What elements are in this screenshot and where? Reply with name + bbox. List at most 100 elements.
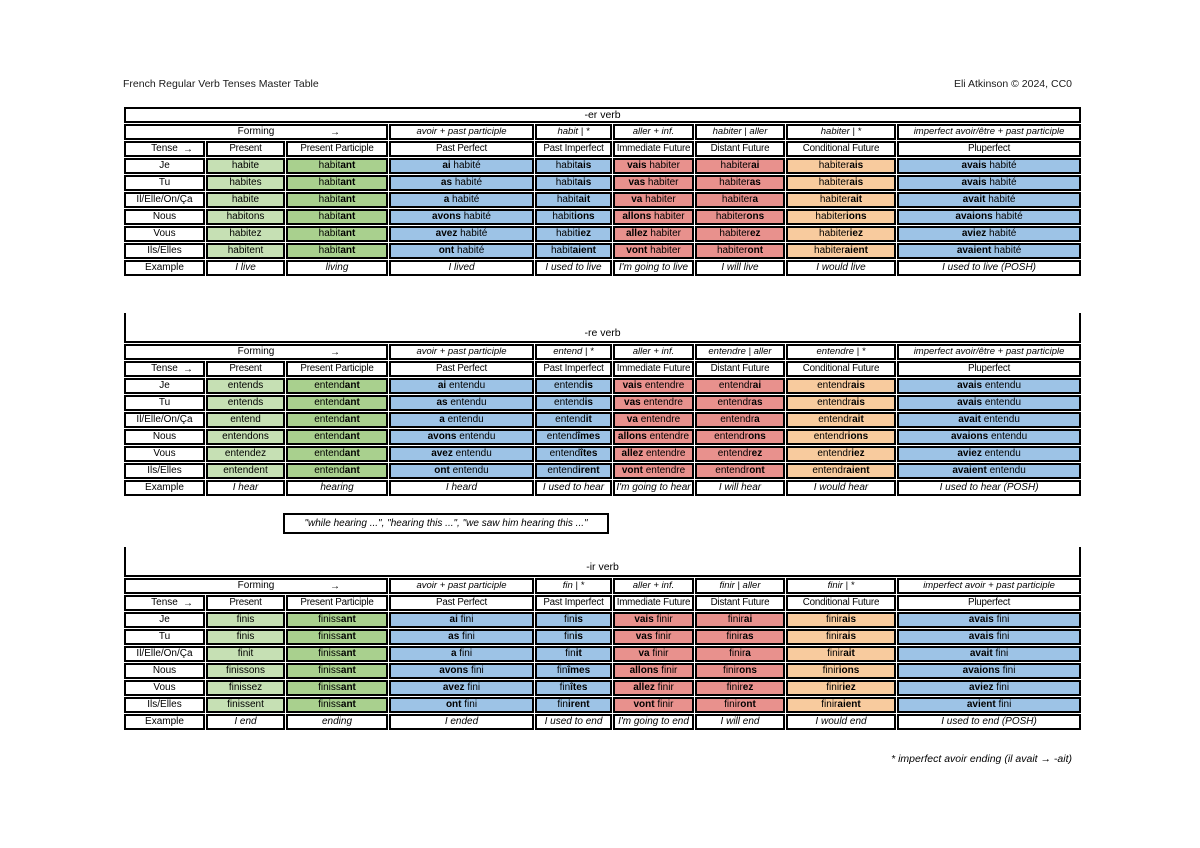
- example-cell: I would live: [786, 260, 896, 276]
- example-cell: I would hear: [786, 480, 896, 496]
- column-header: Present: [206, 361, 285, 377]
- example-cell: I lived: [389, 260, 534, 276]
- forming-formula: avoir + past participle: [389, 578, 534, 594]
- conjugation-cell: finis: [206, 612, 285, 628]
- column-header: Past Perfect: [389, 141, 534, 157]
- column-header: Past Imperfect: [535, 141, 612, 157]
- conjugation-cell: allez finir: [613, 680, 694, 696]
- conjugation-cell: ont entendu: [389, 463, 534, 479]
- conjugation-cell: avons habité: [389, 209, 534, 225]
- conjugation-cell: avaions fini: [897, 663, 1082, 679]
- table-title: -ir verb: [124, 547, 1082, 577]
- pronoun-label: Je: [124, 158, 205, 174]
- forming-label: Forming →: [124, 578, 388, 594]
- example-label: Example: [124, 714, 205, 730]
- conjugation-cell: finissant: [286, 680, 388, 696]
- conjugation-cell: entendant: [286, 378, 388, 394]
- column-header: Present Participle: [286, 361, 388, 377]
- column-header: Immediate Future: [613, 141, 694, 157]
- conjugation-cell: entendent: [206, 463, 285, 479]
- conjugation-cell: habitant: [286, 226, 388, 242]
- conjugation-cell: entendis: [535, 378, 612, 394]
- conjugation-cell: habiterez: [695, 226, 785, 242]
- conjugation-cell: finirais: [786, 612, 896, 628]
- example-cell: I heard: [389, 480, 534, 496]
- conjugation-cell: entendrai: [695, 378, 785, 394]
- conjugation-cell: finirent: [535, 697, 612, 713]
- table-title: -er verb: [124, 107, 1082, 123]
- conjugation-cell: finîmes: [535, 663, 612, 679]
- er-verb-table-container: -er verb Forming → avoir + past participle h…: [123, 106, 1082, 277]
- conjugation-row: Je entends entendant ai entendu entendis vais…: [124, 378, 1082, 394]
- forming-formula: entendre | aller: [695, 344, 785, 360]
- example-cell: I ended: [389, 714, 534, 730]
- conjugation-cell: habiterons: [695, 209, 785, 225]
- example-cell: I live: [206, 260, 285, 276]
- example-cell: I used to hear: [535, 480, 612, 496]
- pronoun-label: Ils/Elles: [124, 243, 205, 259]
- conjugation-cell: entendriez: [786, 446, 896, 462]
- conjugation-cell: allez habiter: [613, 226, 694, 242]
- conjugation-cell: habite: [206, 158, 285, 174]
- conjugation-cell: avais entendu: [897, 395, 1082, 411]
- conjugation-cell: aviez entendu: [897, 446, 1082, 462]
- forming-label: Forming →: [124, 124, 388, 140]
- conjugation-cell: avons fini: [389, 663, 534, 679]
- example-cell: I used to end: [535, 714, 612, 730]
- forming-formula: habiter | aller: [695, 124, 785, 140]
- conjugation-cell: habiteras: [695, 175, 785, 191]
- conjugation-cell: habiterions: [786, 209, 896, 225]
- conjugation-row: Vous entendez entendant avez entendu entendî…: [124, 446, 1082, 462]
- conjugation-cell: entendis: [535, 395, 612, 411]
- conjugation-cell: habitez: [206, 226, 285, 242]
- pronoun-label: Je: [124, 378, 205, 394]
- forming-formula: avoir + past participle: [389, 344, 534, 360]
- conjugation-cell: entendons: [206, 429, 285, 445]
- conjugation-cell: avait habité: [897, 192, 1082, 208]
- pronoun-label: Tu: [124, 629, 205, 645]
- conjugation-cell: entendîmes: [535, 429, 612, 445]
- column-header: Past Imperfect: [535, 361, 612, 377]
- conjugation-cell: a entendu: [389, 412, 534, 428]
- column-header: Distant Future: [695, 595, 785, 611]
- conjugation-cell: finiras: [695, 629, 785, 645]
- column-header: Conditional Future: [786, 361, 896, 377]
- conjugation-cell: habitant: [286, 175, 388, 191]
- conjugation-cell: habiterai: [695, 158, 785, 174]
- right-arrow-icon: →: [330, 581, 340, 592]
- column-header: Present Participle: [286, 595, 388, 611]
- conjugation-cell: entend: [206, 412, 285, 428]
- column-header: Conditional Future: [786, 595, 896, 611]
- conjugation-cell: finis: [206, 629, 285, 645]
- conjugation-cell: avaions entendu: [897, 429, 1082, 445]
- conjugation-cell: habiteraient: [786, 243, 896, 259]
- column-header: Pluperfect: [897, 361, 1082, 377]
- conjugation-cell: ai entendu: [389, 378, 534, 394]
- conjugation-row: Nous habitons habitant avons habité habition…: [124, 209, 1082, 225]
- tense-label: Tense →: [124, 141, 205, 157]
- conjugation-cell: entendîtes: [535, 446, 612, 462]
- example-cell: I end: [206, 714, 285, 730]
- conjugation-cell: entendit: [535, 412, 612, 428]
- conjugation-row: Nous entendons entendant avons entendu enten…: [124, 429, 1082, 445]
- pronoun-label: Je: [124, 612, 205, 628]
- document-page: French Regular Verb Tenses Master Table …: [123, 0, 1082, 765]
- conjugation-cell: entendant: [286, 463, 388, 479]
- column-header: Immediate Future: [613, 595, 694, 611]
- conjugation-cell: habitons: [206, 209, 285, 225]
- conjugation-cell: as entendu: [389, 395, 534, 411]
- conjugation-cell: avait fini: [897, 646, 1082, 662]
- conjugation-cell: habitait: [535, 192, 612, 208]
- pronoun-label: Ils/Elles: [124, 697, 205, 713]
- example-cell: I will hear: [695, 480, 785, 496]
- conjugation-cell: avez entendu: [389, 446, 534, 462]
- conjugation-cell: finirai: [695, 612, 785, 628]
- example-cell: I hear: [206, 480, 285, 496]
- conjugation-cell: avais habité: [897, 158, 1082, 174]
- conjugation-cell: habitant: [286, 209, 388, 225]
- conjugation-cell: entendront: [695, 463, 785, 479]
- conjugation-cell: finissant: [286, 612, 388, 628]
- column-header: Conditional Future: [786, 141, 896, 157]
- conjugation-cell: habitais: [535, 175, 612, 191]
- conjugation-cell: entendant: [286, 395, 388, 411]
